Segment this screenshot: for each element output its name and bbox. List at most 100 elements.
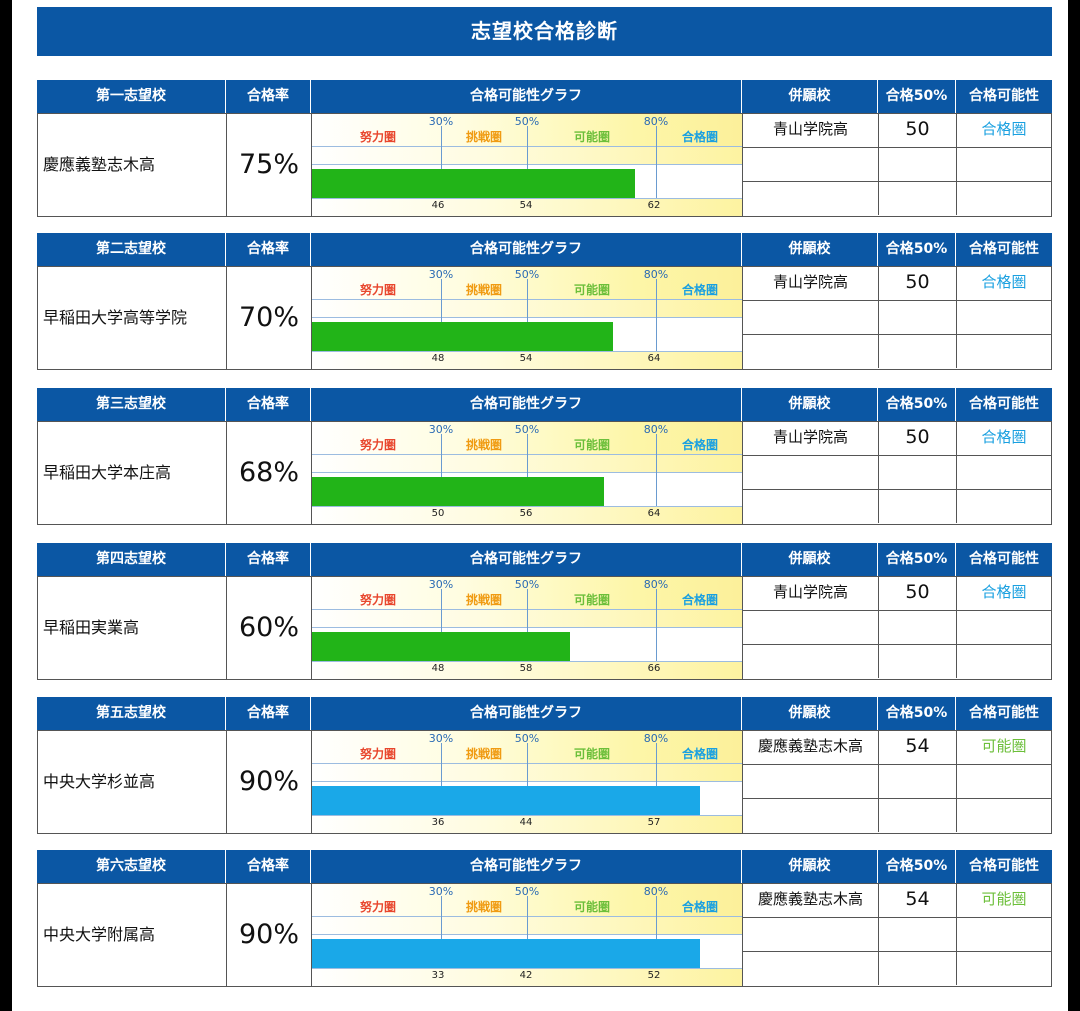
header-alt-possibility: 合格可能性 [956, 388, 1052, 421]
graph-zone-label-effort: 努力圏 [359, 747, 397, 761]
graph-score-band [312, 815, 742, 833]
graph-score-label: 64 [647, 508, 661, 519]
choice-block: 第六志望校 合格率 合格可能性グラフ 併願校 合格50% 合格可能性 中央大学附属高 90% 3… [37, 850, 1052, 987]
choice-body: 中央大学附属高 90% 30% 50% 80% 努力圏 挑戦圏 可能圏 合格圏 33 42 52 慶應義… [37, 883, 1052, 987]
pass-probability-graph: 30% 50% 80% 努力圏 挑戦圏 可能圏 合格圏 36 44 57 [312, 731, 743, 833]
header-alt-50: 合格50% [878, 850, 956, 883]
alternate-school-row-empty [743, 182, 1051, 216]
alternate-school-row-empty [743, 490, 1051, 524]
graph-threshold-line [527, 434, 528, 506]
header-alt-possibility: 合格可能性 [956, 543, 1052, 576]
graph-threshold-line [441, 589, 442, 661]
graph-threshold-line [527, 743, 528, 815]
alternate-school-possibility [957, 765, 1051, 798]
graph-score-band [312, 661, 742, 679]
graph-zone-label-possible: 可能圏 [573, 130, 611, 144]
graph-zone-label-possible: 可能圏 [573, 747, 611, 761]
graph-percent-label: 80% [643, 732, 669, 745]
graph-zone-label-pass: 合格圏 [681, 283, 719, 297]
school-name: 中央大学附属高 [43, 925, 156, 944]
graph-threshold-line [656, 896, 657, 968]
alternate-school-name [743, 490, 879, 523]
header-rate: 合格率 [226, 543, 311, 576]
alternate-school-row-empty [743, 301, 1051, 335]
graph-percent-label: 50% [514, 732, 540, 745]
alternate-school-score50 [879, 335, 957, 368]
alternate-school-row-empty [743, 765, 1051, 799]
alternate-school-possibility [957, 182, 1051, 215]
alternate-school-table: 青山学院高 50 合格圏 [743, 577, 1051, 679]
alternate-school-row-empty [743, 335, 1051, 369]
graph-zone-label-possible: 可能圏 [573, 283, 611, 297]
alternate-school-table: 慶應義塾志木高 54 可能圏 [743, 884, 1051, 986]
header-alt-50: 合格50% [878, 233, 956, 266]
graph-percent-label: 30% [428, 423, 454, 436]
header-alt-school: 併願校 [742, 543, 878, 576]
header-alt-possibility: 合格可能性 [956, 233, 1052, 266]
alternate-school-possibility [957, 335, 1051, 368]
graph-score-label: 36 [431, 817, 445, 828]
choice-body: 早稲田大学高等学院 70% 30% 50% 80% 努力圏 挑戦圏 可能圏 合格圏 48 54 64 青… [37, 266, 1052, 370]
graph-zone-label-challenge: 挑戦圏 [465, 747, 503, 761]
graph-threshold-line [656, 743, 657, 815]
graph-zone-label-challenge: 挑戦圏 [465, 130, 503, 144]
alternate-school-possibility [957, 456, 1051, 489]
header-graph: 合格可能性グラフ [311, 850, 742, 883]
choice-body: 早稲田大学本庄高 68% 30% 50% 80% 努力圏 挑戦圏 可能圏 合格圏 50 56 64 青山… [37, 421, 1052, 525]
alternate-school-score50 [879, 301, 957, 334]
alternate-school-score50 [879, 765, 957, 798]
pass-rate: 75% [238, 149, 299, 180]
alternate-school-possibility: 合格圏 [981, 583, 1027, 601]
choice-block: 第五志望校 合格率 合格可能性グラフ 併願校 合格50% 合格可能性 中央大学杉並高 90% 3… [37, 697, 1052, 834]
graph-score-band [312, 198, 742, 216]
graph-score-band [312, 351, 742, 369]
graph-zone-label-pass: 合格圏 [681, 593, 719, 607]
alternate-school-possibility [957, 490, 1051, 523]
header-graph: 合格可能性グラフ [311, 543, 742, 576]
alternate-school-possibility: 可能圏 [981, 890, 1027, 908]
header-graph: 合格可能性グラフ [311, 80, 742, 113]
graph-percent-label: 80% [643, 268, 669, 281]
graph-score-label: 54 [519, 353, 533, 364]
graph-threshold-line [527, 589, 528, 661]
alternate-school-score50 [879, 456, 957, 489]
school-name: 早稲田大学本庄高 [43, 463, 172, 482]
choice-body: 早稲田実業高 60% 30% 50% 80% 努力圏 挑戦圏 可能圏 合格圏 48 58 66 青山学院… [37, 576, 1052, 680]
header-alt-50: 合格50% [878, 388, 956, 421]
graph-score-label: 44 [519, 817, 533, 828]
alternate-school-name [743, 182, 879, 215]
alternate-school-possibility [957, 918, 1051, 951]
graph-zone-label-possible: 可能圏 [573, 900, 611, 914]
header-rank: 第一志望校 [37, 80, 226, 113]
graph-zone-label-possible: 可能圏 [573, 593, 611, 607]
graph-score-label: 42 [519, 970, 533, 981]
header-alt-50: 合格50% [878, 697, 956, 730]
graph-threshold-line [656, 589, 657, 661]
school-name: 早稲田実業高 [43, 618, 140, 637]
alternate-school-score50 [879, 918, 957, 951]
pass-probability-graph: 30% 50% 80% 努力圏 挑戦圏 可能圏 合格圏 50 56 64 [312, 422, 743, 524]
graph-threshold-line [656, 126, 657, 198]
graph-zone-label-challenge: 挑戦圏 [465, 593, 503, 607]
graph-zone-label-possible: 可能圏 [573, 438, 611, 452]
header-alt-possibility: 合格可能性 [956, 80, 1052, 113]
header-rank: 第四志望校 [37, 543, 226, 576]
graph-threshold-line [656, 434, 657, 506]
header-alt-possibility: 合格可能性 [956, 697, 1052, 730]
graph-percent-label: 50% [514, 268, 540, 281]
alternate-school-table: 青山学院高 50 合格圏 [743, 422, 1051, 524]
school-name: 慶應義塾志木高 [43, 155, 156, 174]
rate-cell: 90% [227, 731, 312, 833]
pass-rate: 70% [238, 302, 299, 333]
header-alt-possibility: 合格可能性 [956, 850, 1052, 883]
choice-block: 第四志望校 合格率 合格可能性グラフ 併願校 合格50% 合格可能性 早稲田実業高 60% 30… [37, 543, 1052, 680]
alternate-school-score50 [879, 611, 957, 644]
choice-block: 第一志望校 合格率 合格可能性グラフ 併願校 合格50% 合格可能性 慶應義塾志木高 75% 3… [37, 80, 1052, 217]
graph-score-band [312, 968, 742, 986]
alternate-school-score50: 50 [879, 577, 957, 610]
graph-score-label: 54 [519, 200, 533, 211]
alternate-school-name [743, 918, 879, 951]
school-cell: 中央大学附属高 [38, 884, 227, 986]
graph-percent-label: 30% [428, 732, 454, 745]
alternate-school-possibility [957, 799, 1051, 832]
